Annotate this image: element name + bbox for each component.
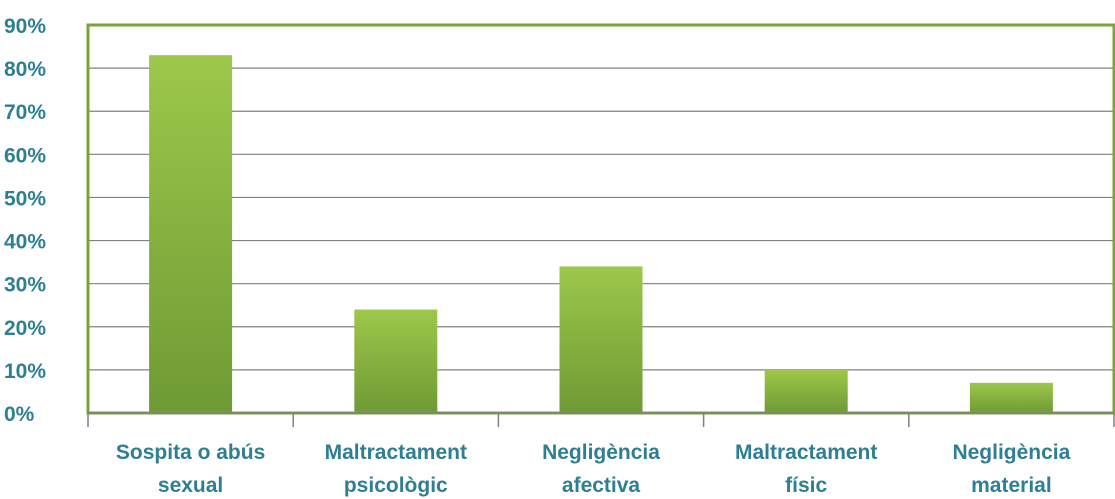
y-tick-label: 30%	[4, 274, 46, 297]
y-tick-label: 0%	[4, 403, 35, 426]
bars	[149, 55, 1053, 414]
y-tick-label: 90%	[4, 15, 46, 38]
bar	[149, 55, 233, 414]
y-tick-label: 10%	[4, 360, 46, 383]
bar	[354, 309, 438, 413]
bar	[764, 369, 848, 413]
x-category-label: Maltractament psicològic	[325, 441, 467, 497]
bar	[559, 266, 643, 413]
y-tick-label: 40%	[4, 231, 46, 254]
y-tick-label: 50%	[4, 187, 46, 210]
y-tick-label: 70%	[4, 101, 46, 124]
y-axis-ticks: 0% 10% 20% 30% 40% 50% 60% 70% 80% 90%	[4, 15, 46, 426]
x-category-label: Sospita o abús sexual	[116, 441, 265, 497]
x-category-label: Negligència afectiva	[542, 441, 660, 497]
x-axis-labels: Sospita o abús sexual Maltractament psicolò…	[116, 441, 1071, 497]
x-category-label: Maltractament físic	[735, 441, 877, 497]
bar	[969, 382, 1053, 413]
x-category-label: Negligència material	[952, 441, 1070, 497]
y-tick-label: 80%	[4, 58, 46, 81]
y-tick-label: 60%	[4, 144, 46, 167]
y-tick-label: 20%	[4, 317, 46, 340]
x-axis	[87, 412, 1115, 427]
